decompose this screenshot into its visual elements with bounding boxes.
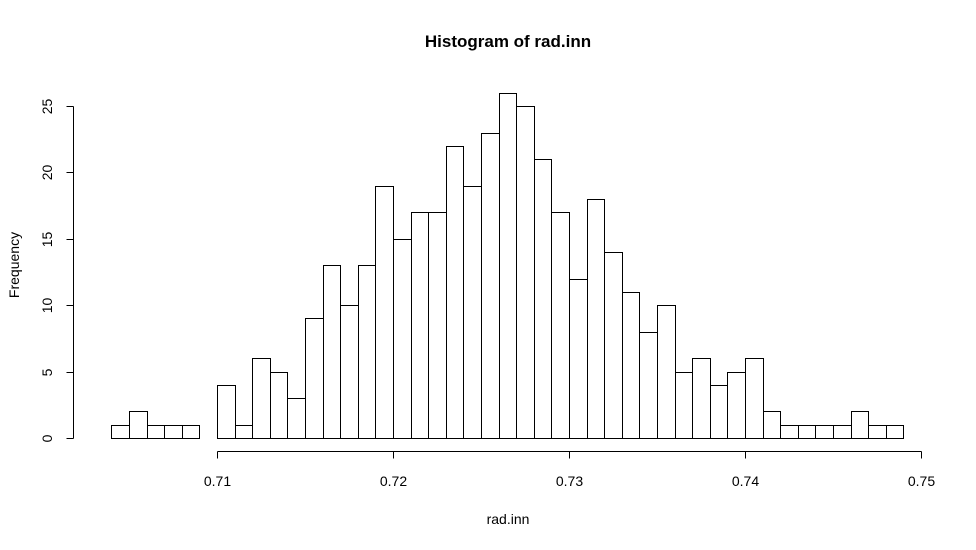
histogram-bar bbox=[411, 212, 429, 439]
x-axis: 0.71 0.72 0.73 0.74 0.75 bbox=[204, 451, 935, 489]
histogram-bar bbox=[499, 93, 517, 439]
histogram-bar bbox=[798, 425, 816, 439]
y-axis-label: Frequency bbox=[6, 232, 22, 298]
histogram-bar bbox=[147, 425, 165, 439]
histogram-bar bbox=[763, 411, 781, 439]
histogram-bar bbox=[675, 372, 693, 439]
histogram-bar bbox=[358, 265, 376, 439]
histogram-bar bbox=[569, 279, 588, 439]
histogram-bar bbox=[129, 411, 148, 439]
x-axis-label: rad.inn bbox=[487, 511, 530, 527]
y-tick-label: 25 bbox=[39, 99, 55, 115]
y-tick-label: 0 bbox=[39, 434, 55, 442]
bars-group bbox=[111, 93, 904, 439]
histogram-bar bbox=[252, 358, 271, 439]
histogram-bar bbox=[639, 332, 658, 439]
histogram-bar bbox=[851, 411, 869, 439]
x-tick-label: 0.75 bbox=[908, 473, 935, 489]
histogram-bar bbox=[745, 358, 764, 439]
chart-title: Histogram of rad.inn bbox=[425, 32, 591, 51]
x-tick-label: 0.71 bbox=[204, 473, 231, 489]
histogram-bar bbox=[235, 425, 253, 439]
histogram-bar bbox=[287, 398, 306, 439]
histogram-bar bbox=[551, 212, 570, 439]
x-tick-label: 0.73 bbox=[556, 473, 583, 489]
histogram-bar bbox=[375, 186, 394, 439]
histogram-bar bbox=[780, 425, 799, 439]
y-axis: 0 5 10 15 20 25 bbox=[39, 99, 74, 442]
histogram-bar bbox=[428, 212, 447, 439]
histogram-bar bbox=[604, 252, 623, 439]
histogram-bar bbox=[340, 305, 359, 439]
histogram-bar bbox=[323, 265, 341, 439]
histogram-bar bbox=[692, 358, 711, 439]
histogram-bar bbox=[534, 159, 552, 439]
histogram-bar bbox=[886, 425, 904, 439]
histogram-bar bbox=[833, 425, 852, 439]
histogram-bar bbox=[164, 425, 183, 439]
histogram-bar bbox=[657, 305, 676, 439]
y-tick-label: 5 bbox=[39, 368, 55, 376]
x-tick-label: 0.74 bbox=[732, 473, 759, 489]
histogram-bar bbox=[815, 425, 834, 439]
histogram-bar bbox=[305, 318, 324, 439]
y-tick-label: 15 bbox=[39, 232, 55, 248]
histogram-bar bbox=[111, 425, 130, 439]
y-tick-label: 10 bbox=[39, 298, 55, 314]
histogram-bar bbox=[446, 146, 464, 439]
histogram-bar bbox=[393, 239, 412, 439]
histogram-bar bbox=[270, 372, 288, 439]
x-tick-label: 0.72 bbox=[380, 473, 407, 489]
histogram-bar bbox=[710, 385, 728, 439]
histogram-bar bbox=[182, 425, 200, 439]
histogram-bar bbox=[217, 385, 236, 439]
y-tick-label: 20 bbox=[39, 165, 55, 181]
histogram-bar bbox=[516, 106, 535, 439]
histogram-bar bbox=[727, 372, 746, 439]
histogram-bar bbox=[481, 133, 500, 439]
histogram-bar bbox=[622, 292, 640, 439]
histogram-bar bbox=[587, 199, 605, 439]
histogram-bar bbox=[463, 186, 482, 439]
histogram-bar bbox=[868, 425, 887, 439]
